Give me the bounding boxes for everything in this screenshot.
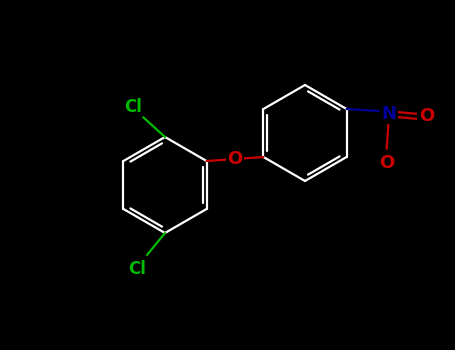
Text: N: N [381, 105, 396, 123]
Text: Cl: Cl [128, 260, 146, 278]
Text: O: O [419, 107, 434, 125]
Text: O: O [228, 150, 243, 168]
Text: O: O [379, 154, 394, 172]
Text: Cl: Cl [124, 98, 142, 116]
